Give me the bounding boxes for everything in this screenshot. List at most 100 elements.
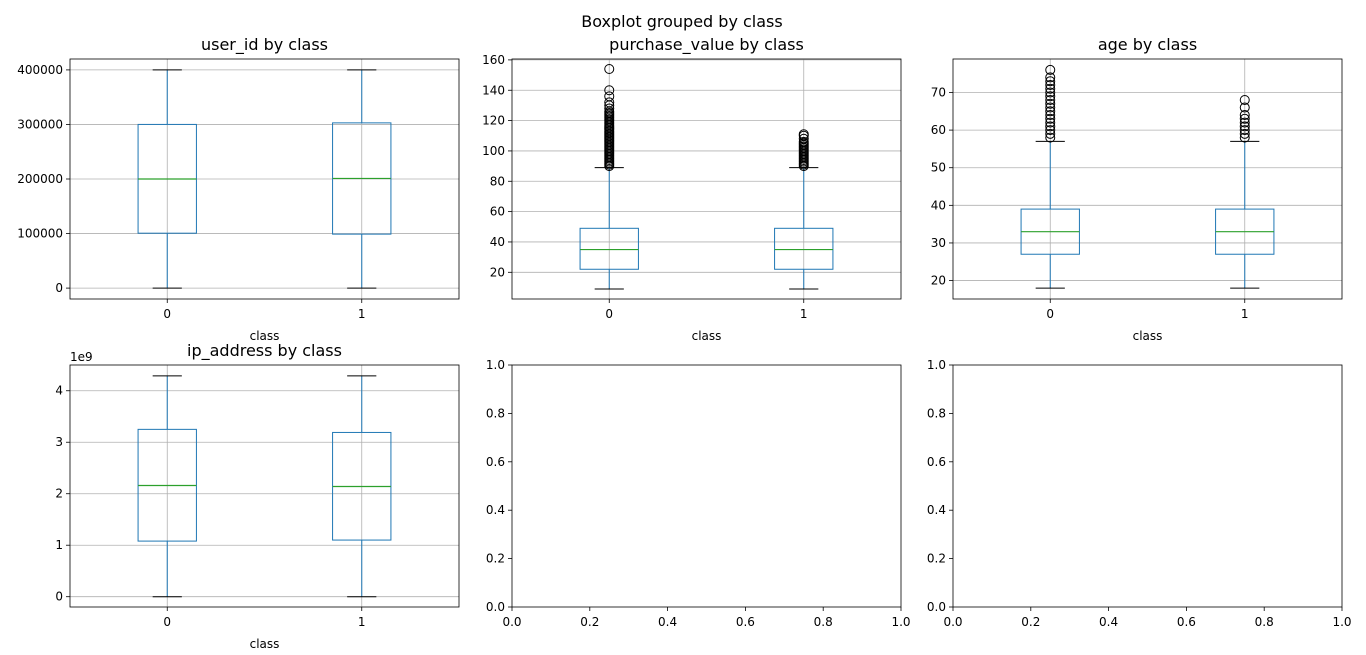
box-0: [137, 375, 197, 598]
x-tick-label: 1: [1241, 307, 1249, 321]
outlier-point: [1239, 121, 1250, 132]
outlier-point: [1045, 102, 1056, 113]
box-iqr: [579, 227, 639, 270]
outlier-point: [1239, 132, 1250, 143]
y-tick-label: 50: [931, 161, 946, 175]
outlier-point: [1239, 113, 1250, 124]
outlier-point: [1045, 113, 1056, 124]
x-tick-label: 0: [163, 307, 171, 321]
y-tick-label: 60: [931, 123, 946, 137]
outlier-point: [1045, 117, 1056, 128]
x-axis-label: class: [250, 329, 280, 343]
y-tick-label: 0.4: [486, 503, 505, 517]
outlier-point: [604, 91, 615, 102]
y-tick-label: 0.4: [927, 503, 946, 517]
outlier-point: [1239, 102, 1250, 113]
outlier-point: [1045, 76, 1056, 87]
subplot-title: purchase_value by class: [609, 35, 804, 55]
box-iqr: [774, 227, 834, 270]
subplot-5: 0.0 0.2 0.4 0.6 0.8 1.0 0.0 0.2 0.4 0.6 0.8 1.0: [486, 358, 911, 629]
outlier-point: [798, 129, 809, 140]
y-tick-label: 1: [55, 538, 63, 552]
y-tick-label: 60: [490, 205, 505, 219]
y-tick-label: 0.6: [927, 455, 946, 469]
outlier-point: [1239, 95, 1250, 106]
x-tick-label: 0.0: [943, 615, 962, 629]
y-tick-label: 80: [490, 174, 505, 188]
outlier-point: [1045, 121, 1056, 132]
axes-frame: [952, 58, 1343, 300]
x-tick-label: 0.8: [814, 615, 833, 629]
figure-suptitle: Boxplot grouped by class: [581, 12, 782, 31]
y-tick-label: 0.0: [927, 600, 946, 614]
x-tick-label: 0.2: [580, 615, 599, 629]
y-tick-label: 4: [55, 384, 63, 398]
x-tick-label: 0.0: [502, 615, 521, 629]
outlier-point: [1239, 117, 1250, 128]
y-tick-label: 40: [490, 235, 505, 249]
y-tick-label: 0.6: [486, 455, 505, 469]
y-tick-label: 0: [55, 590, 63, 604]
x-axis-label: class: [1133, 329, 1163, 343]
y-tick-label: 0.2: [927, 552, 946, 566]
outlier-point: [1045, 83, 1056, 94]
x-tick-label: 0: [1046, 307, 1054, 321]
y-offset-label: 1e9: [70, 350, 93, 364]
x-tick-label: 0.4: [658, 615, 677, 629]
axes-frame: [511, 58, 902, 300]
axes-frame: [69, 58, 460, 300]
axes-frame: [952, 364, 1343, 608]
outlier-point: [1045, 125, 1056, 136]
outlier-point: [798, 133, 809, 144]
outlier-point: [1045, 79, 1056, 90]
y-tick-label: 100000: [17, 227, 63, 241]
y-tick-label: 20: [490, 265, 505, 279]
y-tick-label: 40: [931, 198, 946, 212]
x-axis-label: class: [250, 637, 280, 651]
box-0: [579, 64, 639, 290]
outlier-point: [1045, 128, 1056, 139]
x-tick-label: 0.6: [1177, 615, 1196, 629]
y-tick-label: 0: [55, 281, 63, 295]
x-tick-label: 0.2: [1021, 615, 1040, 629]
subplot-3: 0 1 20 30 40 50 60 70 age by class class: [931, 35, 1343, 343]
outlier-point: [1045, 106, 1056, 117]
outlier-point: [1239, 110, 1250, 121]
box-0: [1020, 64, 1080, 289]
y-tick-label: 160: [482, 53, 505, 67]
y-tick-label: 20: [931, 274, 946, 288]
outlier-point: [604, 97, 615, 108]
outlier-point: [1239, 125, 1250, 136]
subplot-6: 0.0 0.2 0.4 0.6 0.8 1.0 0.0 0.2 0.4 0.6 0.8 1.0: [927, 358, 1352, 629]
box-0: [137, 69, 197, 289]
y-tick-label: 100: [482, 144, 505, 158]
outlier-point: [604, 103, 615, 114]
box-1: [774, 129, 834, 290]
y-tick-label: 70: [931, 85, 946, 99]
x-tick-label: 0: [163, 615, 171, 629]
y-tick-label: 0.8: [486, 406, 505, 420]
subplot-1: 0 1 0 100000 200000 300000 400000 user_id by cl…: [17, 35, 460, 343]
x-tick-label: 1.0: [891, 615, 910, 629]
outlier-point: [604, 85, 615, 96]
y-tick-label: 30: [931, 236, 946, 250]
x-tick-label: 1: [800, 307, 808, 321]
x-tick-label: 0.6: [736, 615, 755, 629]
x-axis-label: class: [692, 329, 722, 343]
outlier-point: [798, 136, 809, 147]
outlier-point: [1045, 72, 1056, 83]
outlier-point: [1045, 91, 1056, 102]
x-tick-label: 0.8: [1255, 615, 1274, 629]
y-tick-label: 120: [482, 114, 505, 128]
axes-frame: [511, 364, 902, 608]
y-tick-label: 200000: [17, 172, 63, 186]
box-1: [1215, 95, 1275, 289]
y-tick-label: 0.8: [927, 406, 946, 420]
y-tick-label: 300000: [17, 117, 63, 131]
x-tick-label: 1: [358, 615, 366, 629]
outlier-point: [1045, 95, 1056, 106]
outlier-point: [1045, 98, 1056, 109]
box-1: [332, 375, 392, 598]
